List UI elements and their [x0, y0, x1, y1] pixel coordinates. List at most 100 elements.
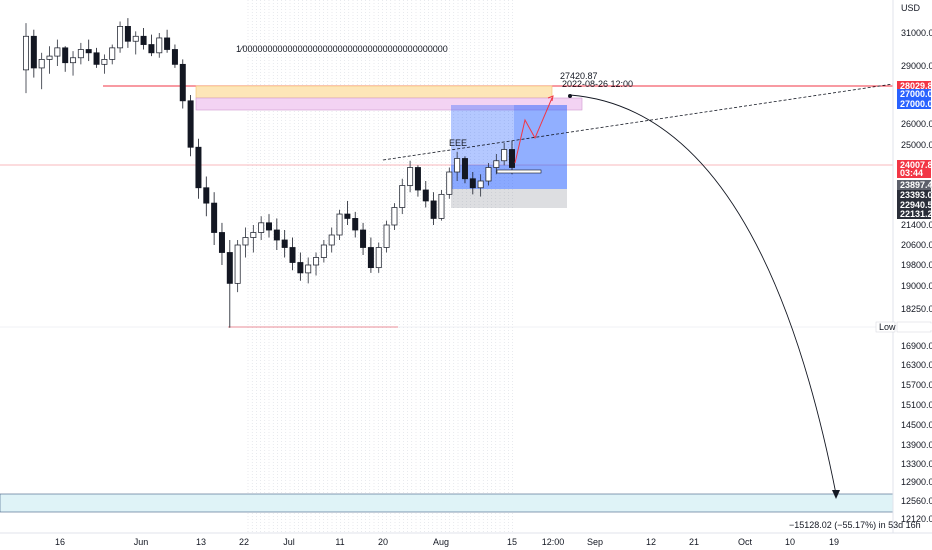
price-tick-label: 16900.00 [901, 341, 932, 351]
price-badges: 28029.8327000.0027000.0024007.8803:44238… [875, 81, 932, 333]
time-tick-label: 20 [378, 537, 388, 547]
price-badge [897, 180, 931, 190]
price-badge [897, 200, 931, 210]
candle-body [399, 185, 406, 208]
candle-body [54, 47, 61, 57]
price-badge [896, 321, 932, 333]
price-axis-ticks: 31000.0029000.0026000.0025000.0023000.00… [901, 28, 932, 524]
candle-body [328, 234, 335, 246]
price-badge [897, 99, 931, 109]
candle-body [438, 193, 445, 219]
price-badge [897, 209, 931, 219]
time-tick-label: 12 [646, 537, 656, 547]
candle-body [508, 149, 515, 168]
price-tick-label: 21400.00 [901, 220, 932, 230]
candle-body [117, 25, 124, 49]
long-position-entry [451, 165, 567, 189]
candle-body [132, 35, 139, 42]
projection-start-point [568, 94, 572, 98]
price-tick-label: 12900.00 [901, 477, 932, 487]
candle-body [320, 244, 327, 258]
demand-zone [0, 493, 894, 513]
candle-body [313, 257, 320, 266]
price-tick-label: 13900.00 [901, 440, 932, 450]
candle-body [336, 213, 343, 236]
price-badge-label: 22940.58 [900, 200, 932, 210]
projection-box [514, 105, 567, 165]
candle-body [62, 47, 69, 64]
projection-curve [569, 94, 837, 495]
candle-body [242, 237, 249, 246]
candle-body [422, 189, 429, 202]
time-tick-label: Oct [738, 537, 753, 547]
candle-body [109, 47, 116, 60]
candle-body [203, 187, 210, 204]
candle-body [38, 59, 45, 69]
price-badge [897, 81, 931, 91]
currency-label: USD [901, 3, 921, 13]
target-date-label: 2022-08-26 12:00 [562, 79, 633, 89]
candle-body [258, 222, 265, 233]
candle-body [265, 222, 272, 231]
candle-body [414, 167, 421, 191]
candle-body [297, 262, 304, 274]
price-tick-label: 26000.00 [901, 119, 932, 129]
price-badge-label: 24007.88 [900, 160, 932, 170]
candle-body [234, 244, 241, 284]
supply-zone-purple [195, 97, 583, 111]
candle-body [281, 239, 288, 248]
candle-body [289, 247, 296, 263]
price-badge-label: 23393.02 [900, 190, 932, 200]
candle-body [454, 158, 461, 173]
candle-body [352, 218, 359, 231]
price-badge [897, 89, 931, 99]
candle-body [360, 229, 367, 248]
candle-body [218, 232, 225, 253]
low-tag-label: Low [879, 322, 896, 332]
price-badge-label: 22131.22 [900, 209, 932, 219]
projection-arrow-head [832, 490, 840, 499]
time-tick-label: 10 [785, 537, 795, 547]
candle-body [46, 55, 53, 60]
grid-label: 1⁄00000000000000000000000000000000000000… [236, 44, 448, 54]
time-tick-label: Aug [433, 537, 449, 547]
price-badge [897, 190, 931, 200]
candle-body [93, 52, 100, 65]
candle-body [101, 59, 108, 65]
candle-body [446, 171, 453, 195]
candle-body [85, 49, 92, 54]
candle-body [164, 37, 171, 50]
candle-body [485, 167, 492, 182]
price-badge-label: 23897.45 [900, 180, 932, 190]
time-tick-label: 15 [507, 537, 517, 547]
time-axis-background [0, 533, 932, 550]
candle-body [211, 202, 218, 233]
time-axis-ticks: 16 Jun 13 22 Jul 11 20 Aug 15 12:00 Sep 12 21 Oct 10 19 [55, 537, 839, 547]
projection-arrow [547, 95, 554, 102]
price-tick-label: 20600.00 [901, 240, 932, 250]
price-tick-label: 15700.00 [901, 380, 932, 390]
projection-path [514, 97, 553, 164]
candle-body [70, 57, 77, 64]
price-badge-label: 27000.00 [900, 99, 932, 109]
candle-body [22, 35, 29, 71]
price-tick-label: 12560.00 [901, 496, 932, 506]
price-tick-label: 15100.00 [901, 400, 932, 410]
price-tick-label: 14500.00 [901, 420, 932, 430]
candle-body [493, 160, 500, 168]
low-tag-box [875, 321, 896, 333]
candle-body [250, 232, 257, 238]
candle-body [407, 167, 414, 186]
price-badge-label: 17567.45 [900, 322, 932, 332]
zones [0, 85, 894, 513]
price-tick-label: 19800.00 [901, 260, 932, 270]
time-tick-label: 22 [239, 537, 249, 547]
candle-body [148, 44, 155, 54]
candle-body [171, 49, 178, 65]
price-tick-label: 29000.00 [901, 61, 932, 71]
price-badge-label: 27000.00 [900, 89, 932, 99]
candle-body [383, 224, 390, 248]
time-tick-label: 11 [335, 537, 344, 547]
